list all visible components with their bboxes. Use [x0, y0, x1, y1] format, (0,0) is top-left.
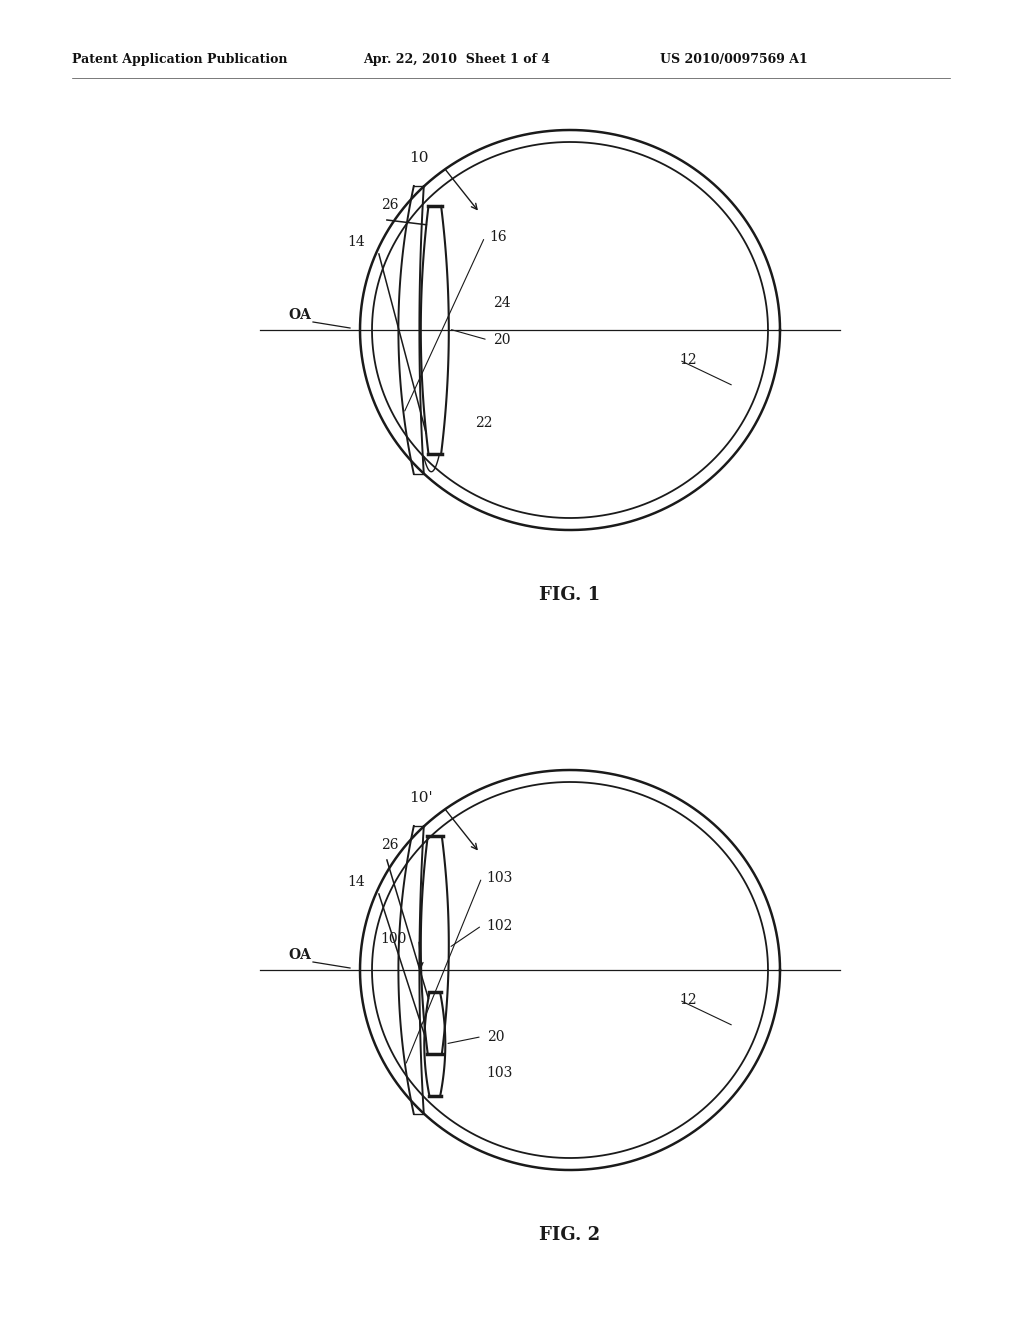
Text: 20: 20 [493, 333, 510, 347]
Text: 12: 12 [679, 352, 696, 367]
Text: US 2010/0097569 A1: US 2010/0097569 A1 [660, 54, 808, 66]
Text: 20: 20 [486, 1030, 504, 1044]
Text: OA: OA [288, 948, 311, 962]
Text: 12: 12 [679, 993, 696, 1007]
Text: 103: 103 [486, 871, 513, 884]
Text: 10': 10' [409, 791, 432, 805]
Text: 103: 103 [486, 1067, 513, 1080]
Text: 10: 10 [409, 150, 428, 165]
Text: Apr. 22, 2010  Sheet 1 of 4: Apr. 22, 2010 Sheet 1 of 4 [362, 54, 550, 66]
Text: 100: 100 [381, 932, 408, 946]
Text: FIG. 2: FIG. 2 [540, 1226, 600, 1243]
Text: OA: OA [288, 308, 311, 322]
Text: 14: 14 [347, 875, 365, 888]
Text: FIG. 1: FIG. 1 [540, 586, 600, 605]
Text: Patent Application Publication: Patent Application Publication [72, 54, 288, 66]
Text: 16: 16 [489, 230, 508, 244]
Text: 102: 102 [486, 919, 513, 932]
Text: 22: 22 [475, 416, 493, 430]
Text: 14: 14 [347, 235, 365, 249]
Text: 24: 24 [493, 296, 510, 310]
Text: 26: 26 [381, 198, 398, 213]
Text: 26: 26 [381, 838, 398, 851]
